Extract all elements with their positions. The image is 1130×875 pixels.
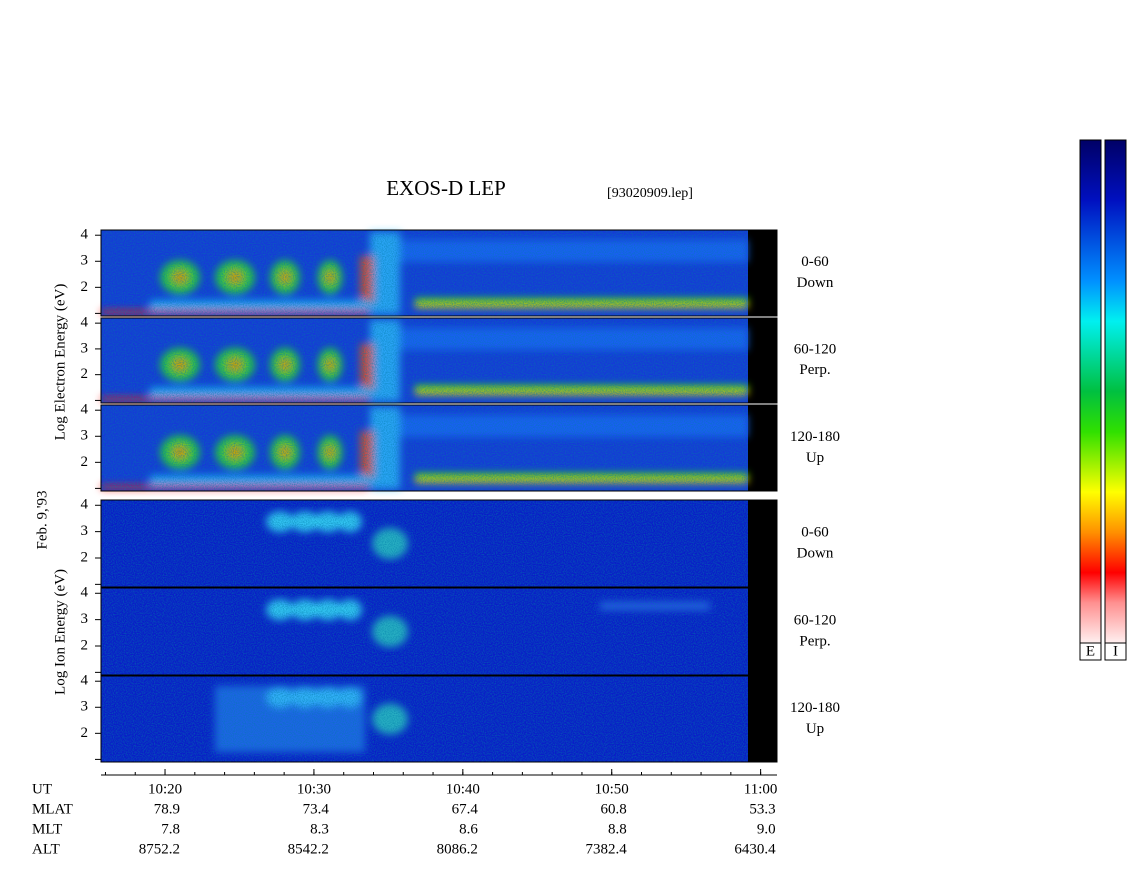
spectrogram-panel bbox=[100, 317, 778, 404]
y-tick-label: 3 bbox=[81, 340, 89, 356]
no-data bbox=[748, 588, 777, 675]
y-axis-label: Log Ion Energy (eV) bbox=[52, 569, 68, 695]
panel-frame bbox=[100, 675, 778, 763]
panel-angle: 120-180 bbox=[790, 429, 840, 445]
panel-direction: Perp. bbox=[799, 362, 830, 378]
colorbar-label: I bbox=[1113, 643, 1118, 659]
panel-direction: Down bbox=[797, 545, 834, 561]
noise bbox=[101, 588, 748, 675]
ephemeris-value: 53.3 bbox=[749, 801, 775, 817]
x-axis-label: UT bbox=[32, 781, 52, 797]
ephemeris-value: 7.8 bbox=[161, 821, 180, 837]
no-data bbox=[748, 500, 777, 587]
panel-frame bbox=[100, 404, 778, 492]
no-data bbox=[748, 230, 777, 316]
ephemeris-value: 78.9 bbox=[154, 801, 180, 817]
panel-angle: 60-120 bbox=[794, 612, 837, 628]
y-tick-label: 4 bbox=[81, 227, 89, 243]
no-data bbox=[748, 318, 777, 403]
y-tick-label: 2 bbox=[81, 366, 89, 382]
y-tick-label: 2 bbox=[81, 279, 89, 295]
ephemeris-value: 8086.2 bbox=[437, 841, 478, 857]
noise bbox=[101, 230, 748, 316]
x-tick-label: 10:40 bbox=[446, 781, 480, 797]
y-tick-label: 2 bbox=[81, 725, 89, 741]
panel-frame bbox=[100, 587, 778, 676]
y-tick-label: 2 bbox=[81, 549, 89, 565]
y-tick-label: 4 bbox=[81, 497, 89, 513]
spectrogram-panel bbox=[100, 229, 778, 317]
panel-angle: 120-180 bbox=[790, 700, 840, 716]
colorbar-strip bbox=[1104, 139, 1127, 644]
noise bbox=[101, 405, 748, 491]
ephemeris-value: 6430.4 bbox=[734, 841, 776, 857]
ephemeris-value: 8.8 bbox=[608, 821, 627, 837]
panel-direction: Down bbox=[797, 275, 834, 291]
colorbar-label-box bbox=[1079, 642, 1102, 661]
y-tick-label: 3 bbox=[81, 428, 89, 444]
y-tick-label: 4 bbox=[81, 315, 89, 331]
y-tick-label: 3 bbox=[81, 611, 89, 627]
ephemeris-name: MLT bbox=[32, 821, 62, 837]
noise bbox=[101, 676, 748, 762]
ephemeris-value: 7382.4 bbox=[585, 841, 627, 857]
y-tick-label: 3 bbox=[81, 253, 89, 269]
ephemeris-name: ALT bbox=[32, 841, 60, 857]
panel-frame bbox=[100, 229, 778, 317]
x-tick-label: 10:20 bbox=[148, 781, 182, 797]
colorbar-strip bbox=[1079, 139, 1102, 644]
panel-direction: Up bbox=[806, 450, 824, 466]
no-data bbox=[748, 405, 777, 491]
file-name: [93020909.lep] bbox=[607, 186, 693, 201]
y-tick-label: 3 bbox=[81, 699, 89, 715]
spectrogram-panel bbox=[100, 404, 778, 492]
spectrogram-panel bbox=[100, 675, 778, 763]
colorbar-label: E bbox=[1086, 643, 1095, 659]
y-axis-label: Log Electron Energy (eV) bbox=[52, 284, 68, 441]
panel-frame bbox=[100, 499, 778, 588]
x-tick-label: 10:30 bbox=[297, 781, 331, 797]
ephemeris-value: 60.8 bbox=[600, 801, 626, 817]
ephemeris-value: 73.4 bbox=[303, 801, 330, 817]
colorbar-label-box bbox=[1104, 642, 1127, 661]
y-tick-label: 2 bbox=[81, 454, 89, 470]
noise bbox=[101, 318, 748, 403]
x-tick-label: 11:00 bbox=[744, 781, 778, 797]
panel-angle: 0-60 bbox=[801, 254, 829, 270]
y-tick-label: 4 bbox=[81, 673, 89, 689]
panel-angle: 60-120 bbox=[794, 342, 837, 358]
ephemeris-value: 67.4 bbox=[452, 801, 479, 817]
ephemeris-value: 8.6 bbox=[459, 821, 478, 837]
panel-direction: Perp. bbox=[799, 633, 830, 649]
panel-direction: Up bbox=[806, 721, 824, 737]
y-tick-label: 4 bbox=[81, 402, 89, 418]
y-tick-label: 3 bbox=[81, 523, 89, 539]
spectrogram-panel bbox=[100, 587, 778, 676]
y-tick-label: 4 bbox=[81, 585, 89, 601]
noise bbox=[101, 500, 748, 587]
title: EXOS-D LEP bbox=[386, 176, 506, 200]
y-tick-label: 2 bbox=[81, 637, 89, 653]
panel-angle: 0-60 bbox=[801, 524, 829, 540]
x-tick-label: 10:50 bbox=[595, 781, 629, 797]
colorbar: E I bbox=[1079, 139, 1127, 661]
date-label: Feb. 9,'93 bbox=[34, 491, 50, 550]
spectrogram-panel bbox=[100, 499, 778, 588]
panel-frame bbox=[100, 317, 778, 404]
ephemeris-value: 8542.2 bbox=[288, 841, 329, 857]
ephemeris-value: 8752.2 bbox=[139, 841, 180, 857]
ephemeris-value: 9.0 bbox=[757, 821, 776, 837]
no-data bbox=[748, 676, 777, 762]
ephemeris-value: 8.3 bbox=[310, 821, 329, 837]
ephemeris-name: MLAT bbox=[32, 801, 73, 817]
